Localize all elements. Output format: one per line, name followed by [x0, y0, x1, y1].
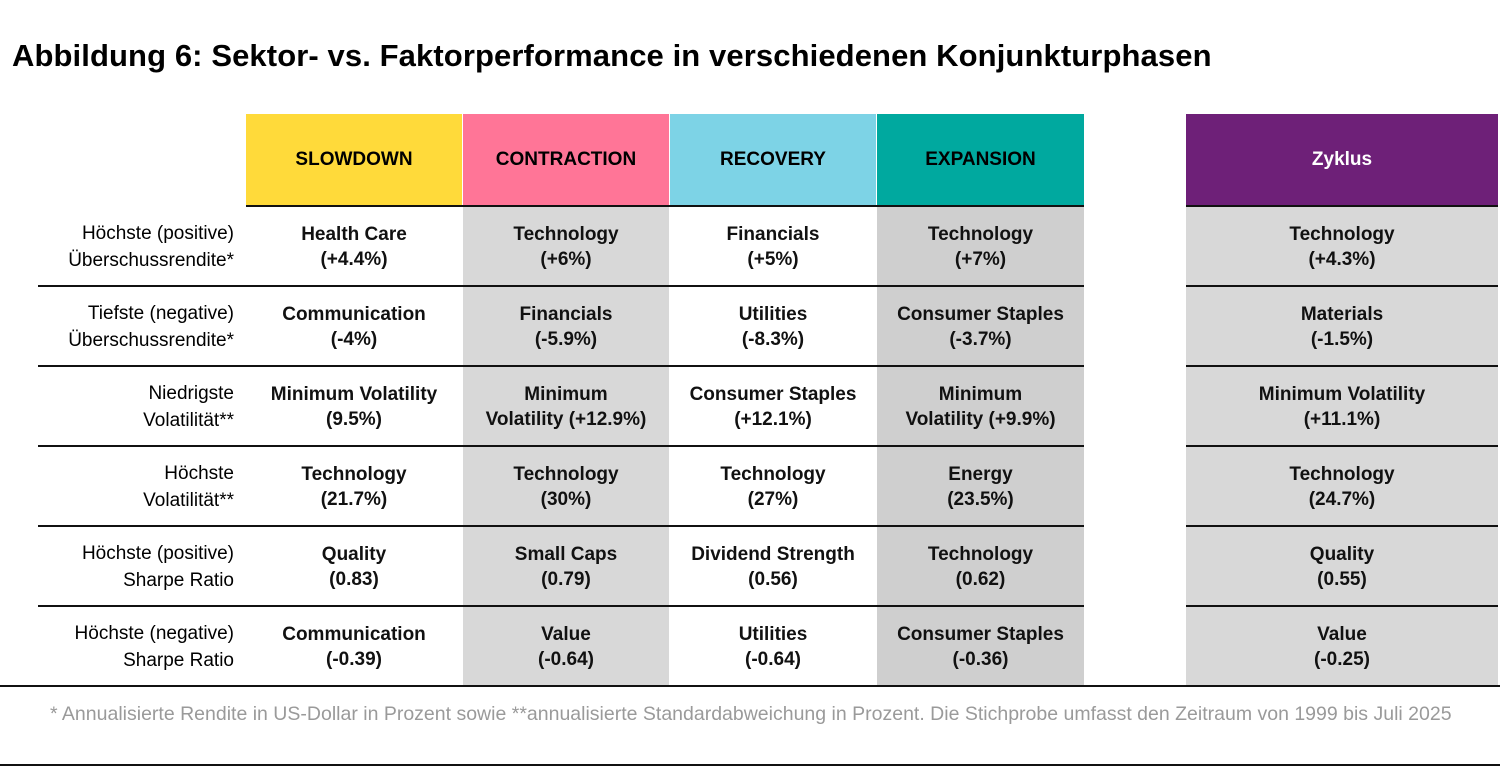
cell: Technology (21.7%)	[301, 463, 407, 510]
row-label-lowest-volatility: Niedrigste Volatilität**	[143, 382, 234, 431]
cell: Financials (-5.9%)	[519, 303, 613, 350]
cell: Dividend Strength (0.56)	[691, 543, 855, 590]
cell: Minimum Volatility (9.5%)	[270, 383, 438, 430]
cell: Energy (23.5%)	[947, 463, 1014, 510]
row-label-highest-excess-return: Höchste (positive) Überschussrendite*	[68, 222, 234, 271]
row-divider	[1186, 285, 1498, 287]
cell: Technology (+6%)	[513, 223, 619, 270]
row-divider	[38, 285, 1084, 287]
row-divider	[38, 365, 1084, 367]
row-divider	[38, 445, 1084, 447]
row-label-lowest-excess-return: Tiefste (negative) Überschussrendite*	[68, 302, 234, 351]
cell: Minimum Volatility (+12.9%)	[485, 383, 647, 430]
row-label-highest-volatility: Höchste Volatilität**	[143, 462, 234, 511]
cell: Financials (+5%)	[726, 223, 820, 270]
cell: Utilities (-8.3%)	[738, 303, 808, 350]
page-bottom-rule	[0, 764, 1500, 766]
row-divider	[1186, 525, 1498, 527]
cell: Technology (30%)	[513, 463, 619, 510]
header-rule-zyklus	[1186, 205, 1498, 207]
table-bottom-rule	[0, 685, 1500, 687]
row-divider	[38, 525, 1084, 527]
cell: Minimum Volatility (+9.9%)	[905, 383, 1056, 430]
cell: Value (-0.25)	[1314, 623, 1370, 670]
cell: Utilities (-0.64)	[738, 623, 808, 670]
cell: Technology (+4.3%)	[1289, 223, 1395, 270]
row-divider	[38, 605, 1084, 607]
cell: Small Caps (0.79)	[514, 543, 618, 590]
footnote: * Annualisierte Rendite in US-Dollar in …	[50, 703, 1452, 725]
cell: Technology (+7%)	[927, 223, 1034, 270]
cell: Communication (-0.39)	[282, 623, 426, 670]
row-label-highest-negative-sharpe: Höchste (negative) Sharpe Ratio	[74, 622, 234, 671]
cell: Consumer Staples (-0.36)	[897, 623, 1064, 670]
cell: Quality (0.55)	[1309, 543, 1375, 590]
header-slowdown: SLOWDOWN	[246, 114, 462, 206]
cell: Technology (0.62)	[927, 543, 1034, 590]
cell: Consumer Staples (-3.7%)	[897, 303, 1064, 350]
row-divider	[1186, 445, 1498, 447]
cell: Consumer Staples (+12.1%)	[689, 383, 857, 430]
row-divider	[1186, 605, 1498, 607]
cell: Materials (-1.5%)	[1300, 303, 1384, 350]
row-label-highest-positive-sharpe: Höchste (positive) Sharpe Ratio	[81, 542, 234, 591]
figure-title: Abbildung 6: Sektor- vs. Faktorperforman…	[12, 38, 1212, 73]
cell: Communication (-4%)	[282, 303, 426, 350]
header-contraction: CONTRACTION	[463, 114, 669, 206]
cell: Technology (27%)	[720, 463, 826, 510]
cell: Health Care (+4.4%)	[301, 223, 407, 270]
cell: Quality (0.83)	[321, 543, 387, 590]
header-zyklus: Zyklus	[1186, 114, 1498, 206]
row-divider	[1186, 365, 1498, 367]
header-rule-main	[246, 205, 1084, 207]
cell: Technology (24.7%)	[1289, 463, 1395, 510]
header-recovery: RECOVERY	[670, 114, 876, 206]
cell: Value (-0.64)	[538, 623, 594, 670]
cell: Minimum Volatility (+11.1%)	[1258, 383, 1426, 430]
header-expansion: EXPANSION	[877, 114, 1084, 206]
